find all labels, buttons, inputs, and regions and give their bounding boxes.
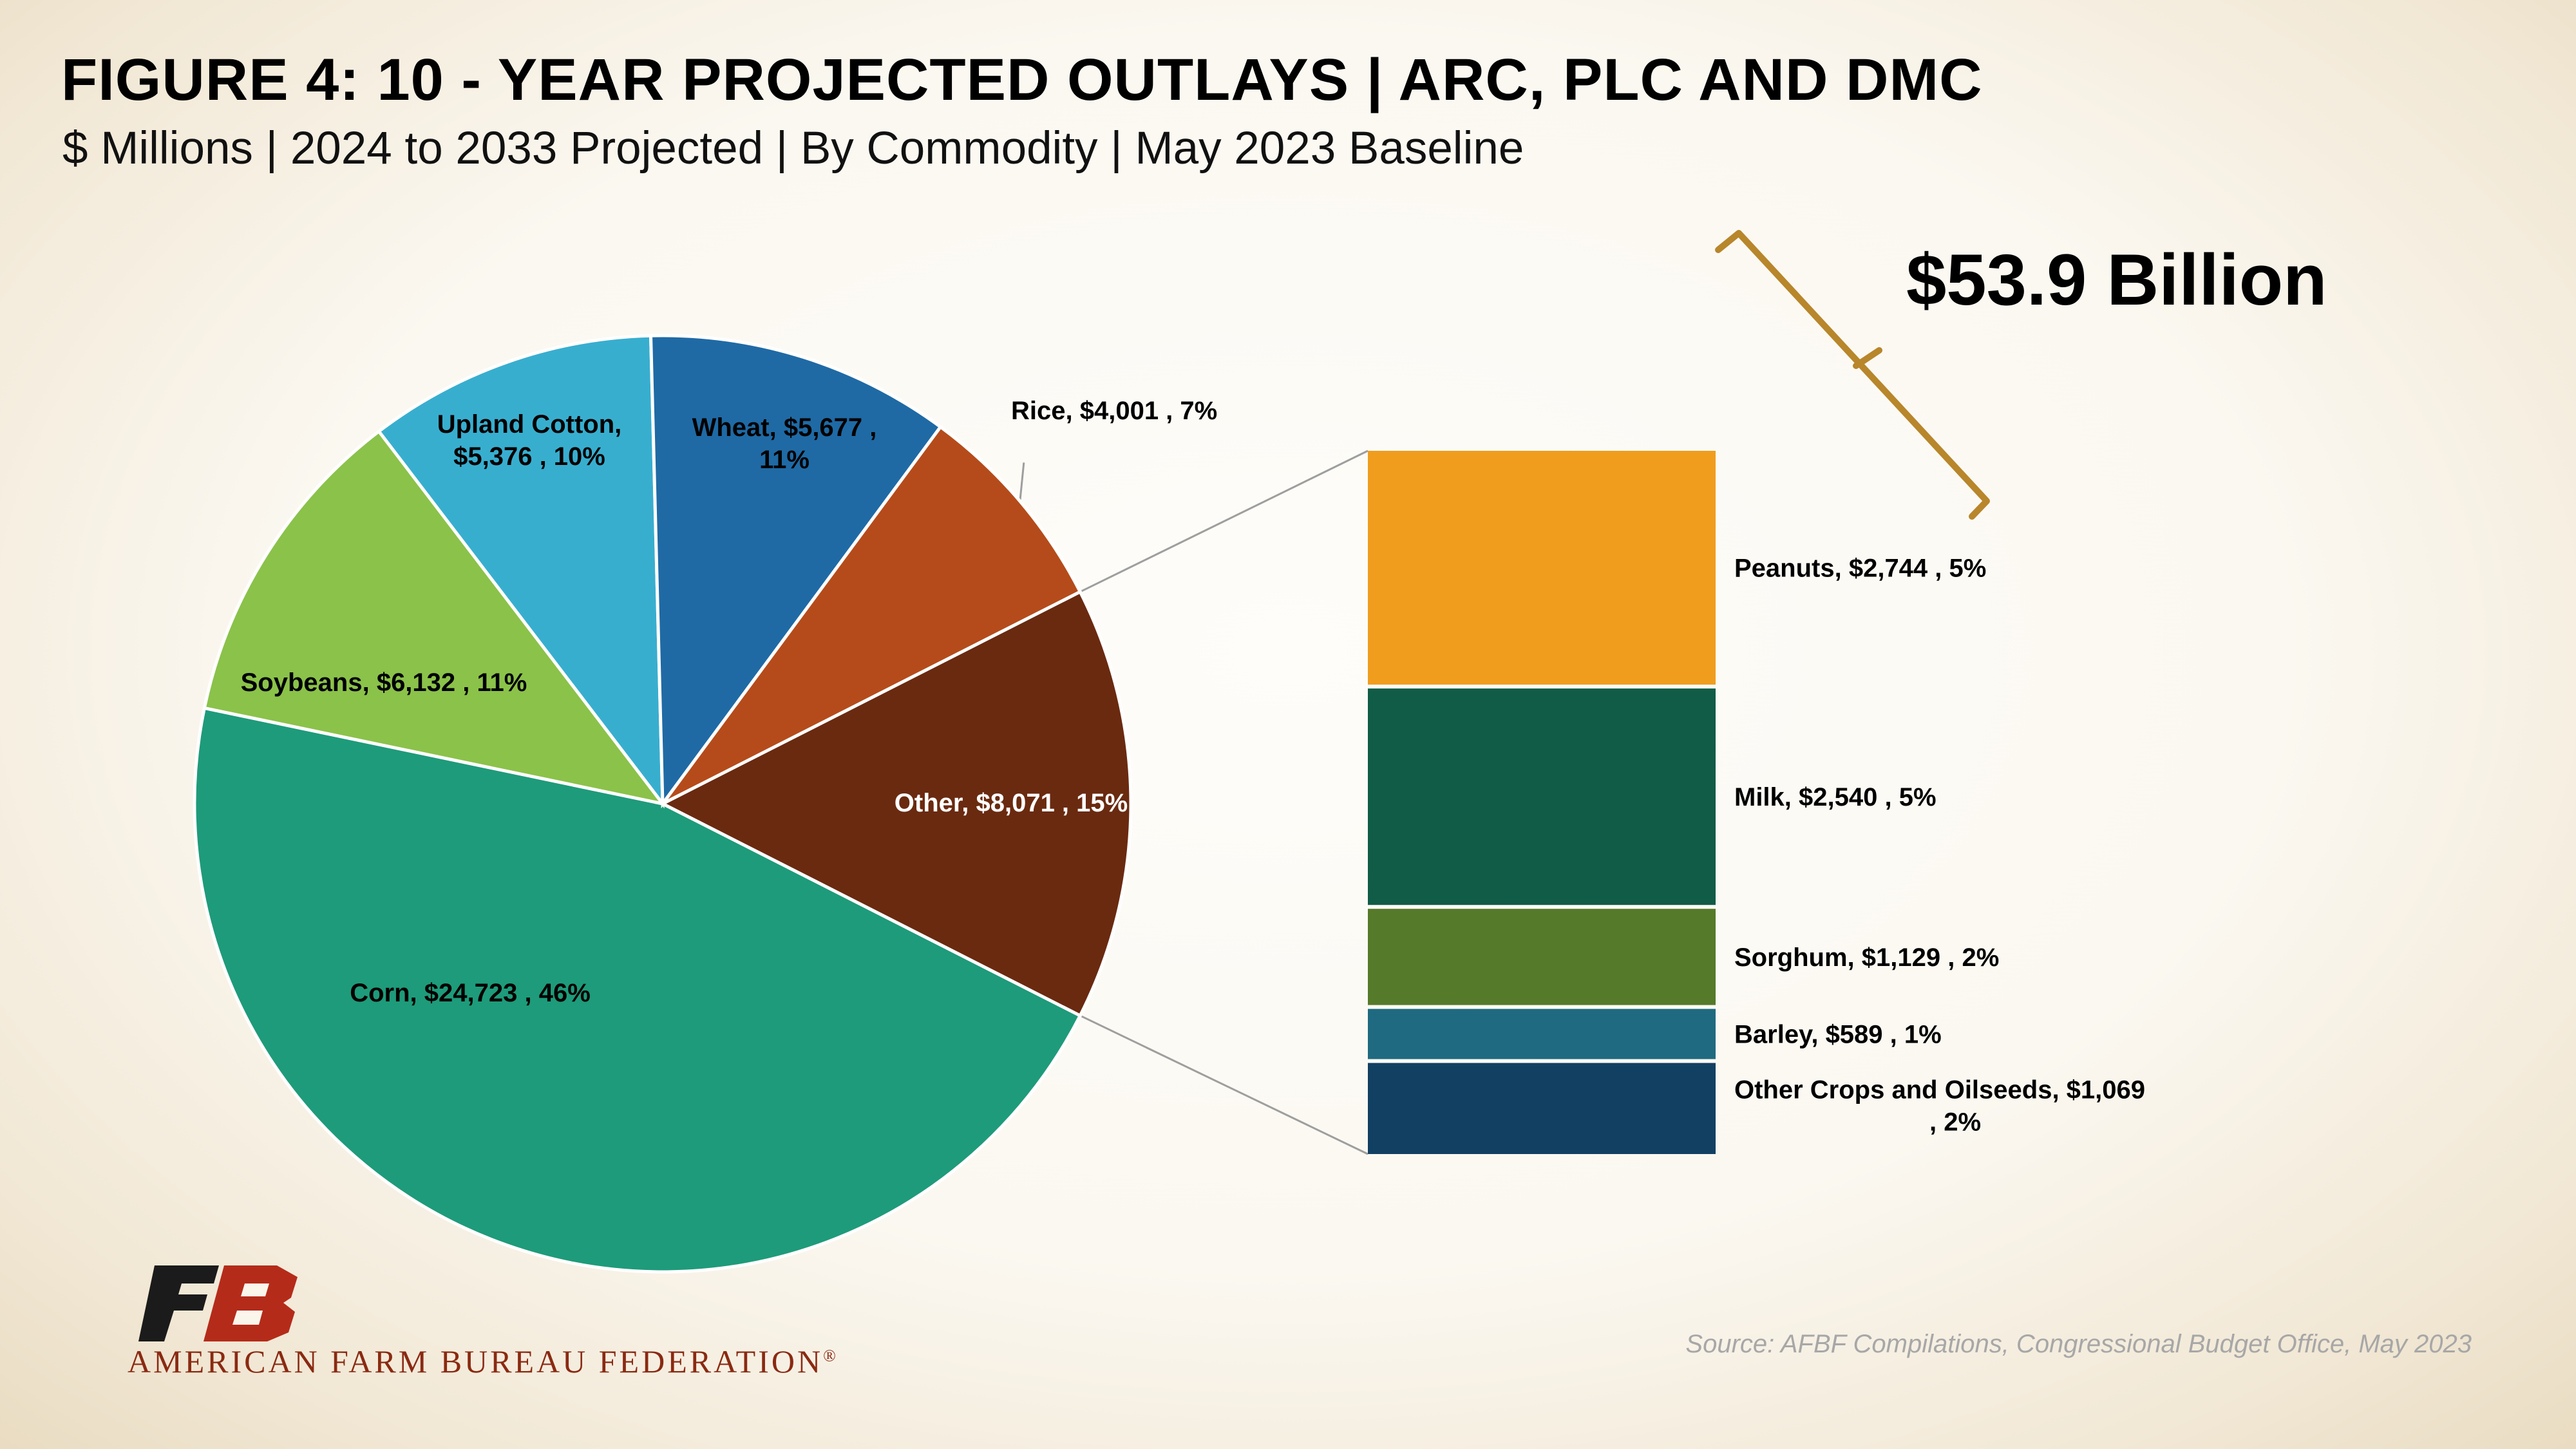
pie xyxy=(193,334,1133,1274)
bar-segment-barley xyxy=(1368,1009,1716,1059)
total-bracket xyxy=(1715,230,1990,520)
bar-segment-peanuts xyxy=(1368,451,1716,685)
bar-label-peanuts-line: Peanuts, $2,744 , 5% xyxy=(1734,554,1986,583)
registered-mark: ® xyxy=(823,1346,838,1365)
pie-label-wheat-line: Wheat, $5,677 , xyxy=(692,413,877,442)
connector-bottom xyxy=(1079,1014,1368,1155)
bar-label-line: , 2% xyxy=(1929,1108,1981,1136)
pie-label-rice-line: Rice, $4,001 , 7% xyxy=(1011,397,1217,425)
bar-label-line: Other Crops and Oilseeds, $1,069 xyxy=(1734,1075,2145,1104)
pie-slice-rice xyxy=(661,424,1083,806)
bar-segment-sorghum xyxy=(1368,909,1716,1005)
pie-slice-soybeans xyxy=(202,429,667,806)
pie-label-other-line: Other, $8,071 , 15% xyxy=(895,789,1128,817)
bar-label-milk-line: Milk, $2,540 , 5% xyxy=(1734,783,1937,811)
pie-label-upland-cotton-line: $5,376 , 10% xyxy=(453,442,605,471)
organization-name-text: AMERICAN FARM BUREAU FEDERATION xyxy=(128,1343,824,1379)
pie-label-upland-cotton: Upland Cotton, $5,376 , 10% xyxy=(437,410,622,471)
bar-label-barley-line: Barley, $589 , 1% xyxy=(1734,1021,1942,1049)
pie-label-soybeans-line: Soybeans, $6,132 , 11% xyxy=(241,668,527,697)
total-callout: $53.9 Billion xyxy=(1906,240,2327,320)
farm-bureau-logo xyxy=(138,1265,298,1341)
breakdown-bar xyxy=(1368,451,1716,1154)
bar-segment-milk xyxy=(1368,688,1716,905)
data-labels: Corn, $24,723 , 46% Soybeans, $6,132 , 11… xyxy=(241,397,2145,1136)
pie-label-corn: Corn, $24,723 , 46% xyxy=(350,979,591,1007)
bar-label-milk: Milk, $2,540 , 5% xyxy=(1734,783,1937,811)
pie-slice-wheat xyxy=(649,334,943,809)
chart-subtitle: $ Millions | 2024 to 2033 Projected | By… xyxy=(62,123,1524,174)
bar-segment-other-crops-and-oilseeds xyxy=(1368,1063,1716,1154)
pie-to-bar-connectors xyxy=(1019,450,1368,1155)
pie-label-upland-cotton-line: Upland Cotton, xyxy=(437,410,622,439)
chart-title: FIGURE 4: 10 - YEAR PROJECTED OUTLAYS | … xyxy=(61,47,1983,113)
pie-slice-upland-cotton xyxy=(376,334,665,809)
bar-label-sorghum: Sorghum, $1,129 , 2% xyxy=(1734,943,1999,972)
bar-label-sorghum-line: Sorghum, $1,129 , 2% xyxy=(1734,943,1999,972)
pie-slice-other xyxy=(659,589,1133,1018)
pie-label-other: Other, $8,071 , 15% xyxy=(895,789,1128,817)
pie-label-wheat-line: 11% xyxy=(759,446,810,474)
bar-label-other-crops-and-oilseeds: Other Crops and Oilseeds, $1,069 , 2% xyxy=(1734,1075,2145,1136)
source-note: Source: AFBF Compilations, Congressional… xyxy=(1685,1330,2472,1358)
rice-leader-line xyxy=(1019,462,1025,502)
bar-label-barley: Barley, $589 , 1% xyxy=(1734,1021,1942,1049)
connector-top xyxy=(1079,450,1368,593)
pie-label-soybeans: Soybeans, $6,132 , 11% xyxy=(241,668,527,697)
pie-label-rice: Rice, $4,001 , 7% xyxy=(1011,397,1217,425)
organization-name: AMERICAN FARM BUREAU FEDERATION® xyxy=(128,1343,838,1380)
pie-label-wheat: Wheat, $5,677 , 11% xyxy=(692,413,877,474)
bar-label-peanuts: Peanuts, $2,744 , 5% xyxy=(1734,554,1986,583)
pie-label-corn-line: Corn, $24,723 , 46% xyxy=(350,979,591,1007)
pie-slice-corn xyxy=(193,706,1083,1274)
